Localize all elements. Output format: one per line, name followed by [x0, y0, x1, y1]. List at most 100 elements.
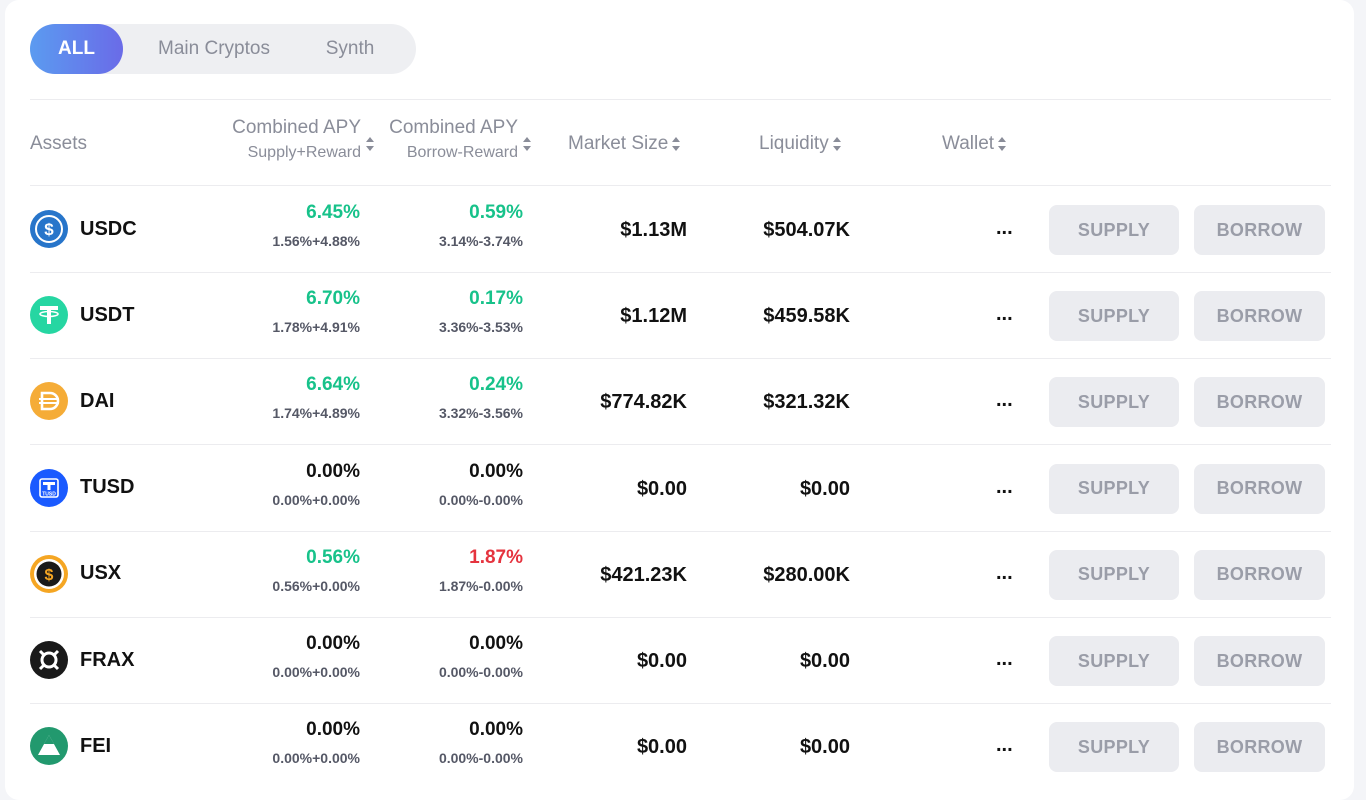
- borrow-apy-detail: 0.00%-0.00%: [438, 664, 523, 680]
- asset-cell[interactable]: $ USDC: [30, 210, 137, 248]
- supply-apy-cell: 6.64% 1.74%+4.89%: [272, 374, 360, 421]
- asset-cell[interactable]: $ USX: [30, 554, 122, 593]
- dai-icon: [30, 382, 68, 421]
- table-row[interactable]: USDT 6.70% 1.78%+4.91% 0.17% 3.36%-3.53%…: [30, 272, 1331, 358]
- wallet-value: ...: [996, 303, 1013, 326]
- supply-button[interactable]: SUPPLY: [1049, 722, 1179, 773]
- table-row[interactable]: $ USDC 6.45% 1.56%+4.88% 0.59% 3.14%-3.7…: [30, 186, 1331, 272]
- divider: [30, 99, 1331, 100]
- market-size-value: $0.00: [636, 650, 687, 672]
- borrow-apy-value: 0.00%: [469, 633, 523, 654]
- borrow-button[interactable]: BORROW: [1194, 205, 1325, 255]
- wallet-value: ...: [996, 734, 1013, 757]
- market-size-value: $1.13M: [620, 219, 687, 241]
- header-borrow-apy[interactable]: Combined APY Borrow-Reward: [368, 117, 531, 164]
- header-assets: Assets: [30, 133, 88, 154]
- borrow-button[interactable]: BORROW: [1194, 463, 1325, 514]
- filter-tab-synth[interactable]: Synth: [325, 38, 375, 59]
- sort-icon[interactable]: [998, 136, 1007, 151]
- borrow-apy-cell: 0.24% 3.32%-3.56%: [439, 374, 523, 421]
- sort-icon[interactable]: [523, 137, 532, 151]
- borrow-button[interactable]: BORROW: [1194, 722, 1325, 773]
- borrow-apy-value: 1.87%: [469, 546, 523, 568]
- svg-text:$: $: [45, 567, 54, 584]
- markets-card: ALL Main Cryptos Synth Assets Combined A…: [5, 0, 1354, 800]
- asset-cell[interactable]: FRAX: [30, 641, 134, 679]
- wallet-value: ...: [996, 475, 1013, 498]
- borrow-apy-value: 0.24%: [469, 374, 523, 396]
- filter-tab-all[interactable]: ALL: [30, 24, 123, 74]
- fei-icon: [30, 727, 68, 766]
- borrow-apy-detail: 0.00%-0.00%: [438, 491, 523, 508]
- supply-button[interactable]: SUPPLY: [1049, 549, 1179, 600]
- supply-apy-detail: 0.00%+0.00%: [272, 664, 360, 680]
- liquidity-value: $0.00: [799, 477, 850, 500]
- sort-icon[interactable]: [832, 136, 842, 151]
- liquidity-value: $0.00: [799, 736, 850, 759]
- borrow-apy-cell: 0.59% 3.14%-3.74%: [439, 202, 523, 249]
- borrow-apy-value: 0.00%: [469, 719, 523, 741]
- borrow-apy-cell: 1.87% 1.87%-0.00%: [439, 547, 523, 594]
- header-market-size[interactable]: Market Size: [568, 133, 681, 155]
- supply-button[interactable]: SUPPLY: [1049, 636, 1179, 686]
- borrow-apy-cell: 0.17% 3.36%-3.53%: [439, 288, 523, 335]
- asset-filter: ALL Main Cryptos Synth: [30, 24, 416, 74]
- supply-apy-cell: 0.00% 0.00%+0.00%: [272, 633, 360, 680]
- table-row[interactable]: TUSD TUSD 0.00% 0.00%+0.00% 0.00% 0.00%-…: [30, 445, 1331, 531]
- supply-button[interactable]: SUPPLY: [1049, 377, 1179, 428]
- asset-name: FEI: [80, 734, 112, 757]
- supply-apy-cell: 0.00% 0.00%+0.00%: [272, 719, 360, 766]
- borrow-apy-cell: 0.00% 0.00%-0.00%: [439, 633, 523, 680]
- row-divider: [30, 272, 1331, 273]
- header-wallet[interactable]: Wallet: [942, 133, 1007, 155]
- supply-apy-detail: 0.00%+0.00%: [272, 750, 360, 767]
- market-size-value: $1.12M: [620, 305, 687, 328]
- asset-name: FRAX: [80, 648, 135, 671]
- table-row[interactable]: DAI 6.64% 1.74%+4.89% 0.24% 3.32%-3.56% …: [30, 358, 1331, 444]
- table-row[interactable]: FEI 0.00% 0.00%+0.00% 0.00% 0.00%-0.00% …: [30, 703, 1331, 789]
- tusd-icon: TUSD: [30, 468, 68, 507]
- sort-icon[interactable]: [366, 137, 375, 151]
- borrow-apy-cell: 0.00% 0.00%-0.00%: [439, 461, 523, 508]
- header-liquidity[interactable]: Liquidity: [759, 133, 842, 155]
- supply-apy-value: 6.70%: [306, 288, 360, 310]
- wallet-value: ...: [996, 389, 1013, 412]
- wallet-value: ...: [996, 217, 1013, 239]
- borrow-apy-detail: 3.32%-3.56%: [438, 405, 523, 422]
- liquidity-value: $321.32K: [763, 391, 850, 414]
- supply-apy-detail: 1.56%+4.88%: [272, 233, 360, 249]
- asset-cell[interactable]: TUSD TUSD: [30, 468, 134, 507]
- asset-name: USX: [80, 562, 122, 585]
- borrow-button[interactable]: BORROW: [1194, 377, 1325, 428]
- header-supply-apy[interactable]: Combined APY Supply+Reward: [211, 117, 374, 164]
- supply-apy-value: 6.45%: [306, 202, 360, 223]
- borrow-button[interactable]: BORROW: [1194, 291, 1325, 342]
- usdt-icon: [30, 296, 68, 335]
- supply-apy-value: 0.56%: [306, 546, 360, 568]
- supply-apy-detail: 1.78%+4.91%: [272, 319, 360, 336]
- supply-button[interactable]: SUPPLY: [1049, 463, 1179, 514]
- supply-button[interactable]: SUPPLY: [1049, 291, 1179, 342]
- supply-button[interactable]: SUPPLY: [1049, 205, 1179, 255]
- market-size-value: $774.82K: [600, 391, 687, 414]
- borrow-apy-cell: 0.00% 0.00%-0.00%: [439, 719, 523, 766]
- borrow-button[interactable]: BORROW: [1194, 549, 1325, 600]
- frax-icon: [30, 641, 68, 679]
- asset-cell[interactable]: USDT: [30, 296, 134, 335]
- borrow-apy-value: 0.59%: [469, 202, 523, 223]
- table-row[interactable]: FRAX 0.00% 0.00%+0.00% 0.00% 0.00%-0.00%…: [30, 617, 1331, 703]
- filter-tab-main-cryptos[interactable]: Main Cryptos: [158, 38, 270, 59]
- asset-cell[interactable]: FEI: [30, 727, 112, 766]
- row-divider: [30, 703, 1331, 704]
- borrow-apy-detail: 3.36%-3.53%: [438, 319, 523, 336]
- market-size-value: $0.00: [636, 477, 687, 500]
- table-row[interactable]: $ USX 0.56% 0.56%+0.00% 1.87% 1.87%-0.00…: [30, 531, 1331, 617]
- supply-apy-value: 0.00%: [306, 460, 360, 482]
- borrow-button[interactable]: BORROW: [1194, 636, 1325, 686]
- supply-apy-detail: 1.74%+4.89%: [272, 405, 360, 422]
- asset-cell[interactable]: DAI: [30, 382, 114, 421]
- supply-apy-value: 0.00%: [306, 719, 360, 741]
- liquidity-value: $280.00K: [763, 563, 850, 586]
- liquidity-value: $0.00: [799, 650, 850, 672]
- sort-icon[interactable]: [672, 136, 681, 151]
